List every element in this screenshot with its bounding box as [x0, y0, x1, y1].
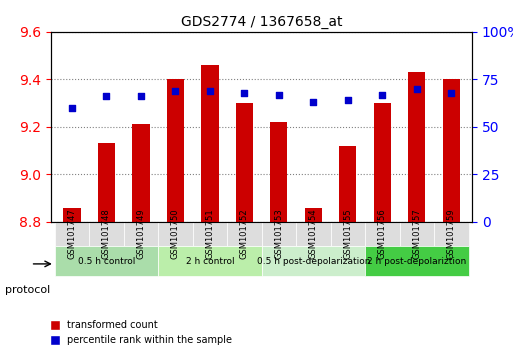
Bar	[443, 79, 460, 222]
FancyBboxPatch shape	[365, 246, 468, 276]
Point	[240, 90, 248, 96]
Text: GSM101749: GSM101749	[136, 209, 146, 259]
Bar	[167, 79, 184, 222]
Legend: transformed count, percentile rank within the sample: transformed count, percentile rank withi…	[46, 316, 236, 349]
Text: GSM101754: GSM101754	[309, 209, 318, 259]
FancyBboxPatch shape	[227, 222, 262, 246]
FancyBboxPatch shape	[124, 222, 158, 246]
Point	[206, 88, 214, 93]
Point	[447, 90, 456, 96]
FancyBboxPatch shape	[330, 222, 365, 246]
Bar	[132, 125, 150, 222]
FancyBboxPatch shape	[193, 222, 227, 246]
Point	[412, 86, 421, 92]
Text: 2 h post-depolariztion: 2 h post-depolariztion	[367, 257, 466, 266]
Text: 2 h control: 2 h control	[186, 257, 234, 266]
Text: GSM101750: GSM101750	[171, 209, 180, 259]
FancyBboxPatch shape	[262, 246, 365, 276]
Bar	[408, 72, 425, 222]
Title: GDS2774 / 1367658_at: GDS2774 / 1367658_at	[181, 16, 342, 29]
Point	[344, 97, 352, 103]
Text: GSM101747: GSM101747	[68, 209, 76, 259]
FancyBboxPatch shape	[89, 222, 124, 246]
Text: GSM101751: GSM101751	[205, 209, 214, 259]
Text: 0.5 h post-depolarization: 0.5 h post-depolarization	[256, 257, 370, 266]
FancyBboxPatch shape	[158, 222, 193, 246]
Text: GSM101759: GSM101759	[447, 209, 456, 259]
Point	[103, 93, 111, 99]
Text: GSM101757: GSM101757	[412, 209, 421, 259]
Bar	[270, 122, 287, 222]
FancyBboxPatch shape	[158, 246, 262, 276]
Text: GSM101752: GSM101752	[240, 209, 249, 259]
FancyBboxPatch shape	[55, 246, 158, 276]
Bar	[373, 103, 391, 222]
Text: GSM101755: GSM101755	[343, 209, 352, 259]
Bar	[98, 143, 115, 222]
Bar	[201, 65, 219, 222]
FancyBboxPatch shape	[262, 222, 296, 246]
Point	[171, 88, 180, 93]
Text: GSM101748: GSM101748	[102, 209, 111, 259]
Point	[68, 105, 76, 111]
Point	[309, 99, 318, 105]
Point	[275, 92, 283, 97]
Point	[137, 93, 145, 99]
Bar	[64, 207, 81, 222]
Point	[378, 92, 386, 97]
Text: GSM101753: GSM101753	[274, 209, 283, 259]
FancyBboxPatch shape	[55, 222, 89, 246]
Text: protocol: protocol	[5, 285, 50, 295]
Bar	[339, 146, 357, 222]
FancyBboxPatch shape	[296, 222, 330, 246]
Bar	[305, 207, 322, 222]
Text: GSM101756: GSM101756	[378, 209, 387, 259]
FancyBboxPatch shape	[400, 222, 434, 246]
FancyBboxPatch shape	[365, 222, 400, 246]
Bar	[236, 103, 253, 222]
FancyBboxPatch shape	[434, 222, 468, 246]
Text: 0.5 h control: 0.5 h control	[78, 257, 135, 266]
